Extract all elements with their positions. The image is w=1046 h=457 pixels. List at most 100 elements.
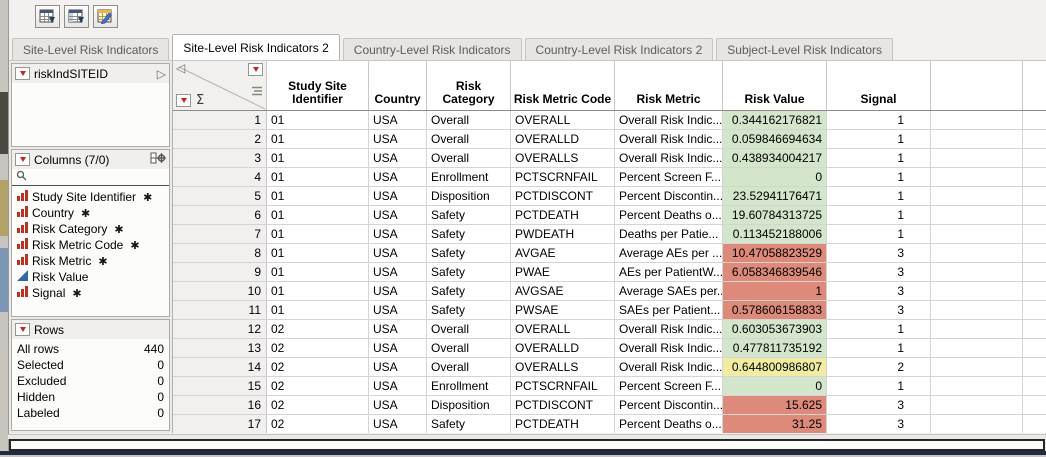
row-number[interactable]: 12 [173, 320, 267, 338]
cell-signal[interactable]: 3 [827, 301, 931, 319]
row-number[interactable]: 10 [173, 282, 267, 300]
cell-study-site-identifier[interactable]: 02 [267, 396, 369, 414]
row-number[interactable]: 4 [173, 168, 267, 186]
cell-signal[interactable]: 1 [827, 339, 931, 357]
tab-4[interactable]: Country-Level Risk Indicators 2 [525, 38, 714, 60]
cell-risk-metric[interactable]: Overall Risk Indic... [615, 149, 723, 167]
cell-risk-category[interactable]: Overall [427, 358, 511, 376]
cell-risk-value[interactable]: 23.52941176471 [723, 187, 827, 205]
cell-country[interactable]: USA [369, 320, 427, 338]
cell-study-site-identifier[interactable]: 01 [267, 263, 369, 281]
cell-risk-metric[interactable]: Percent Discontin... [615, 187, 723, 205]
column-item[interactable]: Study Site Identifier✱ [15, 189, 168, 205]
row-number[interactable]: 3 [173, 149, 267, 167]
cell-country[interactable]: USA [369, 301, 427, 319]
column-panel-settings-icon[interactable] [150, 152, 166, 167]
row-number[interactable]: 7 [173, 225, 267, 243]
row-number[interactable]: 13 [173, 339, 267, 357]
cell-signal[interactable]: 3 [827, 396, 931, 414]
split-table-icon[interactable] [64, 5, 89, 28]
cell-risk-metric-code[interactable]: PWAE [511, 263, 615, 281]
cell-study-site-identifier[interactable]: 01 [267, 187, 369, 205]
cell-signal[interactable]: 3 [827, 263, 931, 281]
row-number[interactable]: 11 [173, 301, 267, 319]
cell-risk-metric-code[interactable]: OVERALL [511, 320, 615, 338]
cell-risk-category[interactable]: Safety [427, 206, 511, 224]
cell-risk-metric[interactable]: Overall Risk Indic... [615, 130, 723, 148]
cell-country[interactable]: USA [369, 206, 427, 224]
cell-risk-metric[interactable]: Average AEs per ... [615, 244, 723, 262]
cell-study-site-identifier[interactable]: 01 [267, 244, 369, 262]
rows-stat-hidden[interactable]: Hidden0 [17, 389, 164, 405]
cell-country[interactable]: USA [369, 130, 427, 148]
row-number[interactable]: 17 [173, 415, 267, 433]
cell-country[interactable]: USA [369, 187, 427, 205]
cell-risk-metric[interactable]: Average SAEs per... [615, 282, 723, 300]
cell-risk-value[interactable]: 1 [723, 282, 827, 300]
cell-signal[interactable]: 1 [827, 206, 931, 224]
cell-signal[interactable]: 3 [827, 282, 931, 300]
cell-risk-metric[interactable]: Overall Risk Indic... [615, 339, 723, 357]
cell-risk-metric[interactable]: Percent Discontin... [615, 396, 723, 414]
cell-risk-value[interactable]: 0 [723, 377, 827, 395]
row-number[interactable]: 14 [173, 358, 267, 376]
cell-risk-category[interactable]: Disposition [427, 396, 511, 414]
search-icon[interactable] [16, 168, 27, 186]
cell-risk-value[interactable]: 0.113452188006 [723, 225, 827, 243]
column-header-signal[interactable]: Signal [827, 61, 931, 110]
column-header-country[interactable]: Country [369, 61, 427, 110]
cell-study-site-identifier[interactable]: 01 [267, 168, 369, 186]
rows-stat-selected[interactable]: Selected0 [17, 357, 164, 373]
cell-risk-metric[interactable]: Overall Risk Indic... [615, 358, 723, 376]
rows-corner-red-triangle[interactable] [176, 94, 191, 107]
cell-risk-metric-code[interactable]: OVERALLS [511, 358, 615, 376]
cell-signal[interactable]: 1 [827, 111, 931, 129]
cell-risk-value[interactable]: 6.058346839546 [723, 263, 827, 281]
row-number[interactable]: 1 [173, 111, 267, 129]
cell-risk-metric-code[interactable]: PWDEATH [511, 225, 615, 243]
cell-risk-metric-code[interactable]: PCTSCRNFAIL [511, 168, 615, 186]
column-header-risk-metric-code[interactable]: Risk Metric Code [511, 61, 615, 110]
cell-signal[interactable]: 1 [827, 168, 931, 186]
cell-risk-metric-code[interactable]: PCTSCRNFAIL [511, 377, 615, 395]
tab-3[interactable]: Country-Level Risk Indicators [343, 38, 522, 60]
right-triangle-icon[interactable]: ▷ [157, 68, 166, 80]
cell-study-site-identifier[interactable]: 01 [267, 225, 369, 243]
cell-risk-metric-code[interactable]: AVGAE [511, 244, 615, 262]
cell-risk-metric[interactable]: Overall Risk Indic... [615, 320, 723, 338]
cell-country[interactable]: USA [369, 396, 427, 414]
cell-country[interactable]: USA [369, 263, 427, 281]
cell-risk-value[interactable]: 0.477811735192 [723, 339, 827, 357]
cell-risk-value[interactable]: 0.644800986807 [723, 358, 827, 376]
cell-risk-value[interactable]: 10.47058823529 [723, 244, 827, 262]
cell-risk-metric-code[interactable]: OVERALLD [511, 130, 615, 148]
cell-country[interactable]: USA [369, 168, 427, 186]
cell-risk-metric-code[interactable]: OVERALLS [511, 149, 615, 167]
cell-country[interactable]: USA [369, 111, 427, 129]
cell-risk-value[interactable]: 0.438934004217 [723, 149, 827, 167]
column-item[interactable]: Risk Metric Code✱ [15, 237, 168, 253]
cell-risk-category[interactable]: Safety [427, 225, 511, 243]
cell-risk-metric[interactable]: Percent Deaths o... [615, 415, 723, 433]
cell-risk-metric-code[interactable]: PCTDISCONT [511, 187, 615, 205]
cell-risk-metric[interactable]: Overall Risk Indic... [615, 111, 723, 129]
cell-country[interactable]: USA [369, 377, 427, 395]
columns-corner-red-triangle[interactable] [248, 63, 263, 76]
cell-risk-category[interactable]: Enrollment [427, 168, 511, 186]
cell-risk-category[interactable]: Overall [427, 111, 511, 129]
cell-risk-metric-code[interactable]: OVERALL [511, 111, 615, 129]
cell-risk-metric-code[interactable]: PCTDISCONT [511, 396, 615, 414]
cell-country[interactable]: USA [369, 339, 427, 357]
row-number[interactable]: 6 [173, 206, 267, 224]
rows-stat-excluded[interactable]: Excluded0 [17, 373, 164, 389]
cell-study-site-identifier[interactable]: 01 [267, 206, 369, 224]
cell-risk-metric-code[interactable]: PCTDEATH [511, 206, 615, 224]
cell-country[interactable]: USA [369, 244, 427, 262]
cell-risk-metric-code[interactable]: AVGSAE [511, 282, 615, 300]
column-item[interactable]: Risk Value [15, 269, 168, 285]
cell-signal[interactable]: 3 [827, 415, 931, 433]
cell-risk-value[interactable]: 15.625 [723, 396, 827, 414]
columns-red-triangle-menu[interactable] [15, 153, 30, 166]
cell-signal[interactable]: 2 [827, 358, 931, 376]
cell-country[interactable]: USA [369, 415, 427, 433]
